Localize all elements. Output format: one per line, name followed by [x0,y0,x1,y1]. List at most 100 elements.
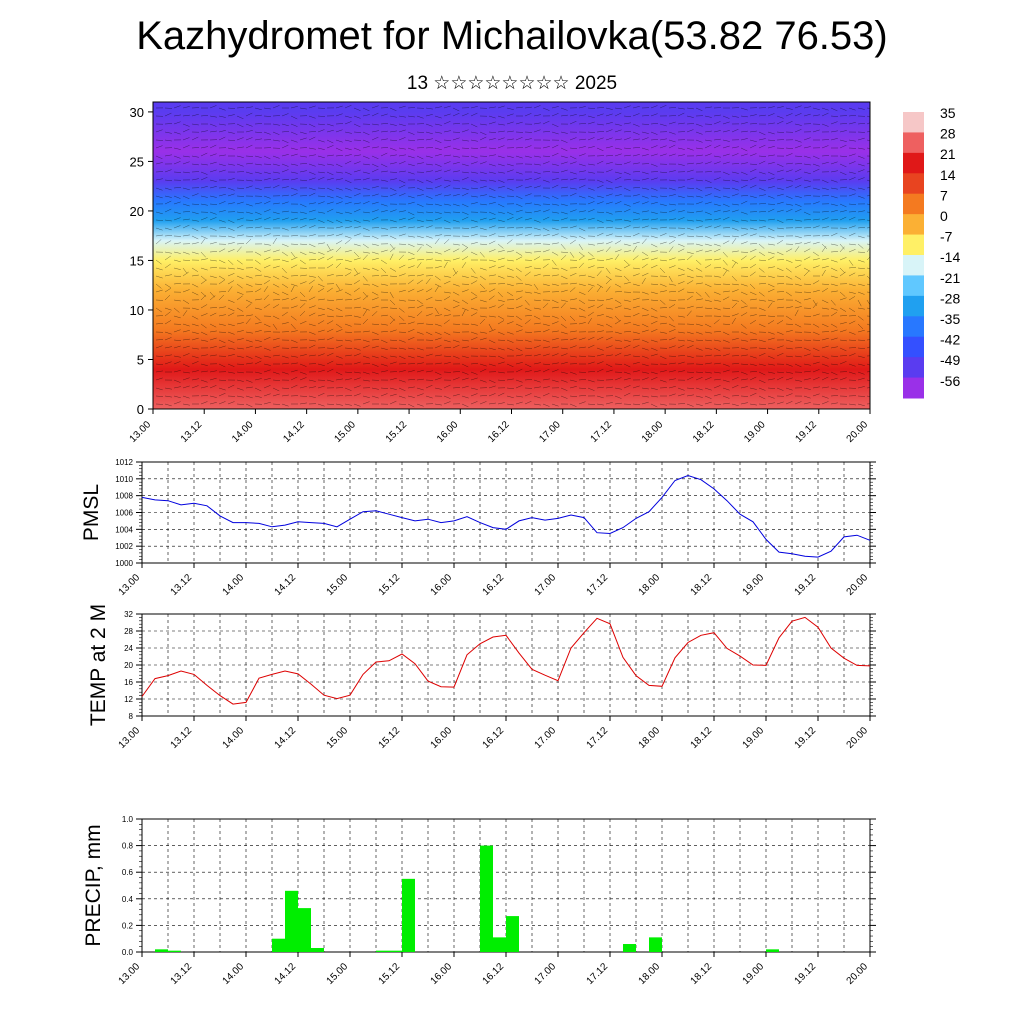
y-tick-label: 5 [137,352,144,367]
colorbar-label: 0 [940,208,948,224]
temp-panel: 8 12 16 20 24 28 32 13.00 13.12 14.00 14.12 15.00 15… [87,604,876,751]
x-tick-label: 13.00 [117,961,143,987]
x-tick-label: 17.00 [533,725,559,751]
precip-bar [766,949,779,952]
y-tick-label: 30 [130,105,144,120]
colorbar-label: 21 [940,146,956,162]
x-tick-label: 17.12 [585,961,611,987]
y-tick-label: 20 [130,204,144,219]
y-tick-label: 0.2 [122,921,134,930]
colorbar-swatch [903,214,924,236]
x-tick-label: 14.00 [230,419,256,445]
y-tick-label: 0.8 [122,842,134,851]
x-tick-label: 19.12 [793,961,819,987]
chart-subtitle: 13 ☆☆☆☆☆☆☆☆ 2025 [406,73,618,94]
y-tick-label: 0.0 [122,948,134,957]
y-tick-label: 24 [124,644,133,653]
cross-section-field [153,102,870,409]
precip-bar [402,878,415,952]
precip-bar [649,937,662,952]
colorbar-swatch [903,336,924,358]
y-tick-label: 20 [124,661,133,670]
x-tick-label: 19.12 [793,419,819,445]
x-tick-label: 14.12 [273,572,299,598]
x-tick-label: 17.00 [537,419,563,445]
y-tick-label: 1000 [115,559,133,568]
x-tick-label: 18.12 [689,572,715,598]
y-tick-label: 8 [129,712,134,721]
precip-bar [285,890,298,952]
x-tick-label: 14.12 [273,961,299,987]
x-tick-label: 19.00 [741,725,767,751]
colorbar-label: -42 [940,332,960,348]
y-tick-label: 10 [130,303,144,318]
precip-bar [376,950,389,952]
precip-bar [168,950,181,952]
y-tick-label: 1010 [115,475,133,484]
x-tick-label: 18.12 [689,961,715,987]
colorbar-swatch [903,193,924,215]
y-tick-label: 25 [130,154,144,169]
x-tick-label: 13.12 [169,725,195,751]
x-tick-label: 13.12 [169,572,195,598]
y-tick-label: 1008 [115,492,133,501]
colorbar-swatch [903,112,924,133]
y-axis-label: PMSL [80,484,103,541]
precip-bar [298,908,311,952]
pmsl-panel: 1000 1002 1004 1006 1008 1010 1012 13.00 13.12 14… [80,458,876,598]
colorbar-label: -7 [940,229,953,245]
y-tick-label: 1002 [115,542,133,551]
colorbar-label: -49 [940,352,960,368]
x-tick-label: 15.12 [377,572,403,598]
y-axis-label: PRECIP, mm [82,824,105,946]
x-tick-label: 14.12 [273,725,299,751]
precip-panel: 0.0 0.2 0.4 0.6 0.8 1.0 13.00 13.12 14.00 14.12 15… [82,815,876,987]
y-tick-label: 16 [124,678,133,687]
precip-bar [506,916,519,952]
y-tick-label: 32 [124,610,133,619]
colorbar: 35 28 21 14 7 0 -7 -14 -21 -28 -35 -42 -49 -56 [903,105,960,399]
series-line [141,474,871,558]
x-tick-label: 13.00 [117,725,143,751]
x-tick-label: 15.00 [325,725,351,751]
x-tick-label: 17.00 [533,961,559,987]
x-tick-label: 15.12 [384,419,410,445]
x-tick-label: 15.00 [325,961,351,987]
y-tick-label: 12 [124,695,133,704]
x-tick-label: 18.00 [637,725,663,751]
colorbar-swatch [903,152,924,174]
precip-bar [155,949,168,952]
x-tick-label: 18.00 [640,419,666,445]
x-tick-label: 14.12 [281,419,307,445]
colorbar-label: -28 [940,290,960,306]
x-tick-label: 17.12 [585,725,611,751]
y-tick-label: 1004 [115,525,133,534]
colorbar-swatch [903,234,924,256]
precip-bar [311,948,324,952]
y-tick-label: 0.6 [122,868,134,877]
x-tick-label: 20.00 [845,725,871,751]
x-tick-label: 14.00 [221,961,247,987]
series-line [141,616,871,705]
x-tick-label: 20.00 [845,419,871,445]
colorbar-label: 7 [940,187,948,203]
colorbar-label: -56 [940,373,960,389]
x-tick-label: 19.00 [741,572,767,598]
colorbar-label: 14 [940,167,956,183]
colorbar-swatch [903,377,924,399]
wind-vectors [155,104,870,408]
x-tick-label: 16.00 [429,725,455,751]
x-tick-label: 16.00 [435,419,461,445]
colorbar-swatch [903,295,924,317]
x-tick-label: 18.12 [691,419,717,445]
x-tick-label: 19.12 [793,725,819,751]
y-axis-label: TEMP at 2 M [87,604,110,726]
x-tick-label: 17.12 [585,572,611,598]
x-tick-label: 18.00 [637,961,663,987]
y-tick-label: 28 [124,627,133,636]
precip-bar [272,938,285,952]
x-tick-label: 16.12 [481,961,507,987]
x-tick-label: 15.00 [325,572,351,598]
colorbar-label: -35 [940,311,960,327]
